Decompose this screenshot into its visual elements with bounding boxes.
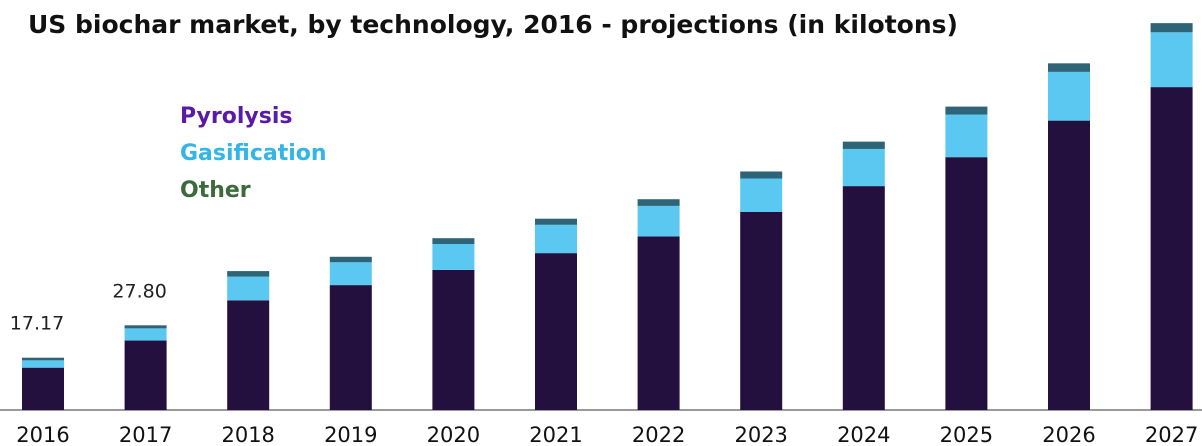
bar-gasification-2024 [842, 148, 885, 187]
x-tick-label-2023: 2023 [734, 423, 787, 446]
bar-pyrolysis-2026 [1048, 120, 1090, 410]
chart-title: US biochar market, by technology, 2016 -… [28, 10, 958, 39]
legend-item-other: Other [180, 178, 251, 203]
bar-gasification-2017 [124, 328, 167, 341]
bar-other-2020 [432, 238, 475, 244]
legend-item-pyrolysis: Pyrolysis [180, 104, 293, 129]
bar-other-2023 [740, 171, 783, 179]
bar-gasification-2026 [1048, 71, 1090, 121]
data-label-2017: 27.80 [112, 280, 166, 302]
bar-gasification-2016 [22, 360, 64, 368]
x-tick-label-2024: 2024 [837, 423, 890, 446]
bar-pyrolysis-2019 [329, 285, 372, 410]
x-tick-label-2025: 2025 [940, 423, 993, 446]
x-tick-label-2021: 2021 [529, 423, 582, 446]
bar-gasification-2023 [740, 178, 783, 212]
bar-other-2022 [637, 199, 680, 206]
bar-other-2027 [1150, 23, 1193, 33]
bar-other-2025 [945, 106, 988, 115]
bar-pyrolysis-2025 [945, 157, 988, 410]
bar-other-2017 [124, 325, 167, 329]
data-label-2016: 17.17 [10, 313, 64, 335]
bar-pyrolysis-2023 [740, 212, 783, 410]
bar-pyrolysis-2027 [1150, 87, 1193, 410]
x-tick-label-2016: 2016 [16, 423, 69, 446]
x-tick-label-2026: 2026 [1042, 423, 1095, 446]
bar-pyrolysis-2016 [22, 367, 64, 410]
bar-gasification-2018 [227, 276, 270, 301]
x-tick-label-2022: 2022 [632, 423, 685, 446]
bar-other-2019 [329, 256, 372, 263]
bar-other-2021 [535, 218, 577, 225]
x-tick-label-2027: 2027 [1145, 423, 1198, 446]
bar-gasification-2021 [535, 224, 577, 254]
bar-other-2018 [227, 271, 270, 277]
x-tick-label-2020: 2020 [427, 423, 480, 446]
bar-pyrolysis-2021 [535, 253, 577, 410]
bar-other-2024 [842, 141, 885, 149]
bar-pyrolysis-2020 [432, 269, 475, 410]
x-tick-label-2019: 2019 [324, 423, 377, 446]
bar-other-2016 [22, 357, 64, 361]
bar-gasification-2025 [945, 114, 988, 158]
bar-pyrolysis-2017 [124, 340, 167, 410]
bar-gasification-2027 [1150, 32, 1193, 88]
bar-gasification-2020 [432, 243, 475, 270]
x-tick-label-2017: 2017 [119, 423, 172, 446]
bar-gasification-2019 [329, 262, 372, 286]
x-tick-label-2018: 2018 [221, 423, 274, 446]
bar-gasification-2022 [637, 205, 680, 237]
bar-pyrolysis-2024 [842, 186, 885, 410]
legend: Pyrolysis Gasification Other [180, 104, 327, 215]
legend-item-gasification: Gasification [180, 141, 327, 166]
bar-other-2026 [1048, 63, 1090, 72]
bar-pyrolysis-2018 [227, 300, 270, 410]
bar-pyrolysis-2022 [637, 236, 680, 410]
